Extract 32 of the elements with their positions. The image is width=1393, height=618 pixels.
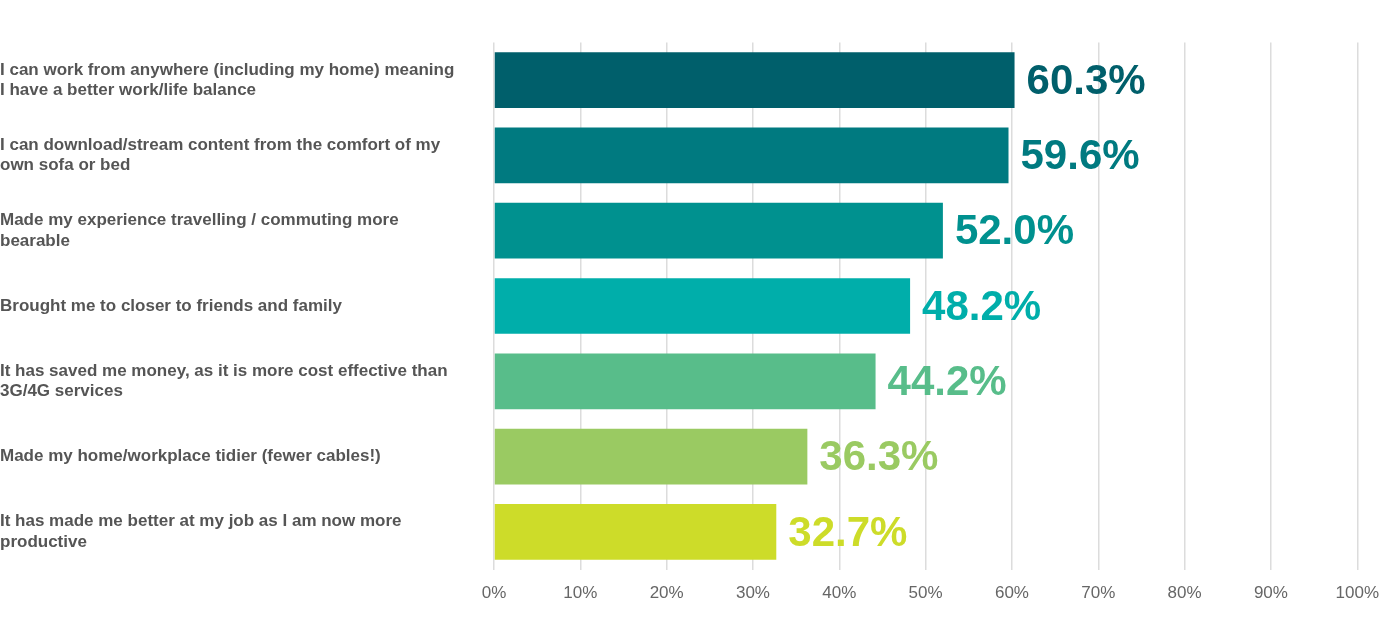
bar [494,353,876,410]
x-tick-label: 100% [1335,583,1379,603]
y-tick-label: I can download/stream content from the comfort of my own sofa or bed [0,134,441,175]
y-tick-label: It has saved me money, as it is more cost effective than 3G/4G services [0,360,448,401]
x-tick-label: 90% [1253,583,1288,603]
y-tick-label: It has made me better at my job as I am now more productive [0,511,402,551]
data-label: 48.2% [922,281,1042,329]
y-tick-label: Made my home/workplace tidier (fewer cables!) [0,446,381,466]
y-tick-label: Brought me to closer to friends and family [0,295,343,315]
x-tick-label: 70% [1081,583,1116,603]
data-label: 36.3% [819,432,939,480]
x-tick-label: 0% [481,583,507,603]
x-tick-label: 40% [822,583,857,603]
x-tick-label: 10% [563,583,598,603]
bar [494,127,1009,184]
y-tick-label: Made my experience travelling / commuting more bearable [0,210,399,250]
bar [494,202,943,259]
y-tick-label: I can work from anywhere (including my home) meaning I have a better work/life balance [0,59,455,99]
x-tick-label: 30% [735,583,770,603]
data-label: 32.7% [788,507,908,555]
data-label: 52.0% [954,206,1074,254]
x-tick-label: 20% [649,583,684,603]
bar [494,504,777,560]
x-tick-label: 60% [994,583,1029,603]
x-tick-label: 50% [908,583,943,603]
bar [494,278,911,334]
data-label: 59.6% [1020,130,1140,178]
x-tick-label: 80% [1167,583,1202,603]
bar [494,52,1015,108]
bar [494,428,808,485]
data-label: 44.2% [887,356,1007,404]
data-label: 60.3% [1026,55,1146,103]
